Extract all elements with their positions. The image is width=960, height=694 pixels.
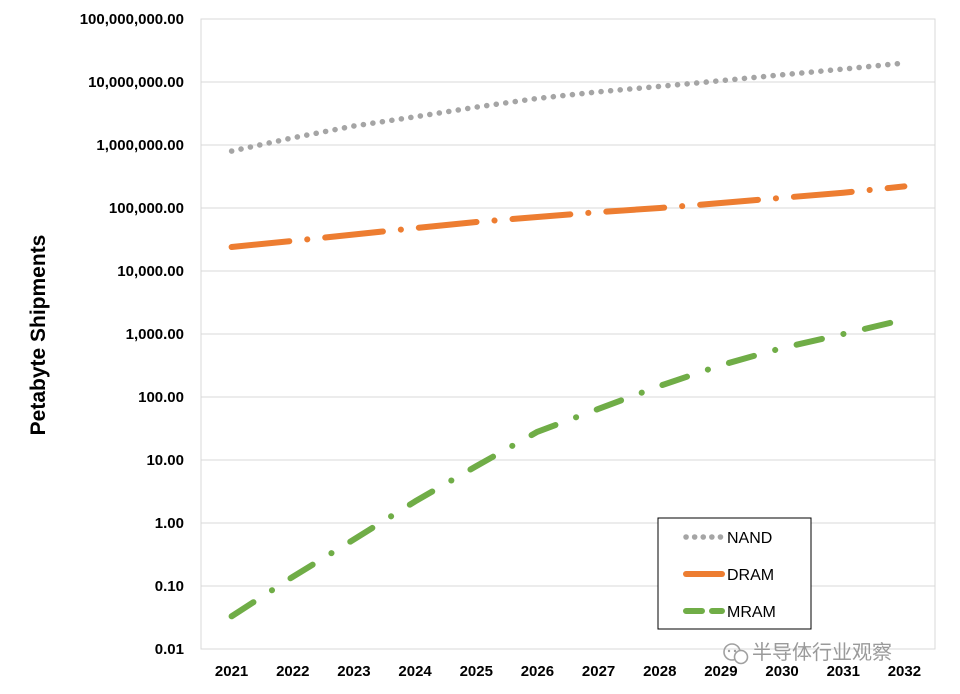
y-tick-label: 10,000,000.00	[88, 74, 184, 91]
y-tick-label: 1,000.00	[126, 326, 184, 343]
y-tick-label: 1.00	[155, 515, 184, 532]
gridlines	[201, 18, 935, 650]
watermark-text: 半导体行业观察	[752, 640, 892, 664]
legend-label-nand: NAND	[727, 530, 772, 547]
y-tick-label: 0.01	[155, 641, 184, 658]
x-tick-label: 2022	[276, 663, 309, 680]
x-tick-label: 2030	[765, 663, 798, 680]
x-tick-label: 2026	[521, 663, 554, 680]
series-line-nand	[228, 60, 908, 154]
legend-label-mram: MRAM	[727, 604, 776, 621]
x-tick-label: 2024	[398, 663, 432, 680]
y-tick-label: 0.10	[155, 578, 184, 595]
x-tick-label: 2025	[460, 663, 493, 680]
series-nand	[228, 60, 908, 154]
y-tick-label: 10,000.00	[117, 263, 184, 280]
y-tick-label: 100.00	[138, 389, 184, 406]
x-axis-ticks: 2021 2022 2023 2024 2025 2026 2027 2028 2029 2030…	[215, 663, 921, 680]
x-tick-label: 2032	[888, 663, 921, 680]
y-tick-label: 100,000,000.00	[80, 11, 184, 28]
series-layer	[228, 60, 908, 620]
x-tick-label: 2028	[643, 663, 676, 680]
y-tick-label: 10.00	[146, 452, 184, 469]
series-dram	[228, 183, 908, 250]
x-tick-label: 2029	[704, 663, 737, 680]
x-tick-label: 2031	[827, 663, 860, 680]
legend: NAND DRAM MRAM	[657, 517, 812, 630]
x-tick-label: 2027	[582, 663, 615, 680]
legend-label-dram: DRAM	[727, 567, 774, 584]
x-tick-label: 2023	[337, 663, 370, 680]
series-line-dram	[228, 183, 908, 250]
y-axis-ticks: 0.01 0.10 1.00 10.00 100.00 1,000.00 10,000.00…	[80, 11, 184, 658]
plot-area	[200, 18, 936, 650]
watermark: 半导体行业观察	[723, 640, 892, 665]
y-tick-label: 100,000.00	[109, 200, 184, 217]
x-tick-label: 2021	[215, 663, 248, 680]
y-tick-label: 1,000,000.00	[96, 137, 184, 154]
plot-border	[200, 18, 936, 650]
wechat-icon	[723, 643, 749, 665]
y-axis-title: Petabyte Shipments	[27, 235, 50, 436]
